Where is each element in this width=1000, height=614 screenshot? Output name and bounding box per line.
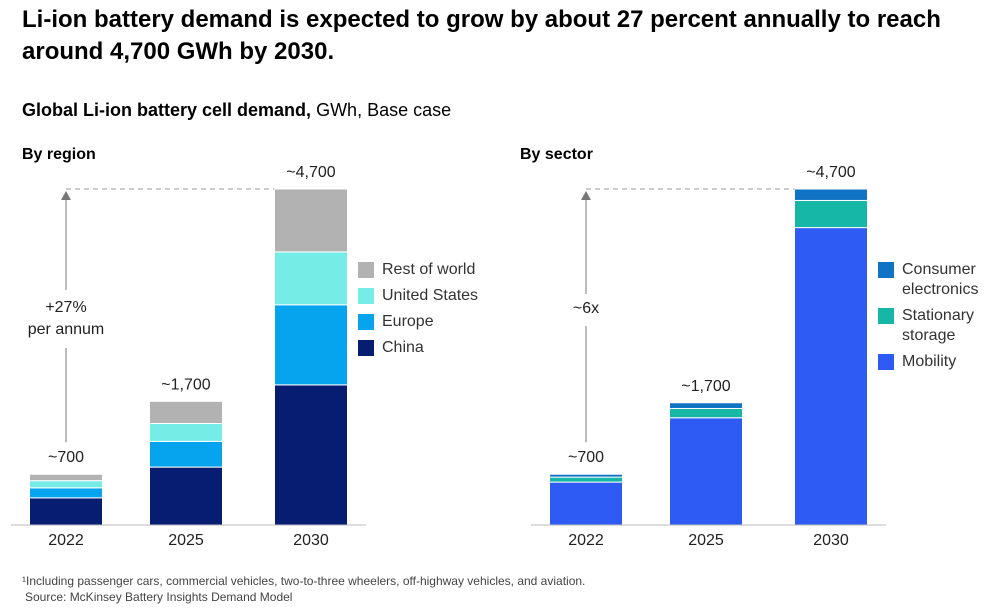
bar-segment xyxy=(274,304,348,386)
bar-segment xyxy=(274,188,348,253)
x-tick-label: 2022 xyxy=(568,532,604,549)
bar-segment xyxy=(549,476,623,483)
x-tick-label: 2025 xyxy=(688,532,724,549)
subtitle-units: GWh, Base case xyxy=(316,100,452,120)
bar-segment xyxy=(794,188,868,201)
legend: Rest of world United States Europe China xyxy=(358,260,498,364)
bar-segment xyxy=(549,473,623,478)
chart-title: By sector xyxy=(520,146,593,163)
arrow-head xyxy=(581,191,591,200)
bar-segment xyxy=(149,466,223,526)
bar-segment xyxy=(149,440,223,468)
legend-label: Rest of world xyxy=(382,261,476,278)
chart-title: By region xyxy=(22,146,96,163)
legend-label: Consumer electronics xyxy=(902,261,979,298)
total-label: ~4,700 xyxy=(806,164,855,181)
bar-segment xyxy=(149,400,223,424)
annotation: +27% per annum xyxy=(16,297,116,341)
total-label: ~1,700 xyxy=(161,376,210,393)
legend-swatch xyxy=(878,262,894,278)
bar-segment xyxy=(274,251,348,306)
x-tick-label: 2025 xyxy=(168,532,204,549)
bar-segment xyxy=(669,402,743,409)
subtitle: Global Li-ion battery cell demand, GWh, … xyxy=(22,100,451,121)
legend-item: Mobility xyxy=(878,352,988,372)
x-tick-label: 2030 xyxy=(293,532,329,549)
legend-swatch xyxy=(358,340,374,356)
legend-item: China xyxy=(358,338,498,358)
total-label: ~700 xyxy=(48,449,84,466)
total-label: ~700 xyxy=(568,449,604,466)
legend: Consumer electronics Stationary storage Mo… xyxy=(878,260,988,378)
legend-label: China xyxy=(382,339,424,356)
legend-swatch xyxy=(358,314,374,330)
source: Source: McKinsey Battery Insights Demand… xyxy=(25,590,293,604)
legend-item: Rest of world xyxy=(358,260,498,280)
bar-segment xyxy=(29,473,103,482)
subtitle-bold: Global Li-ion battery cell demand, xyxy=(22,100,312,120)
legend-label: United States xyxy=(382,287,479,304)
legend-item: United States xyxy=(358,286,498,306)
annotation: ~6x xyxy=(536,298,636,320)
bar-segment xyxy=(669,417,743,526)
bar-segment xyxy=(794,199,868,229)
footnote: ¹Including passenger cars, commercial ve… xyxy=(22,574,586,588)
legend-swatch xyxy=(358,262,374,278)
legend-item: Consumer electronics xyxy=(878,260,988,300)
bar-segment xyxy=(274,384,348,526)
bar-segment xyxy=(669,407,743,419)
legend-swatch xyxy=(878,308,894,324)
bar-segment xyxy=(794,227,868,526)
bar-segment xyxy=(29,480,103,489)
total-label: ~4,700 xyxy=(286,164,335,181)
legend-label: Stationary storage xyxy=(902,307,975,344)
bar-segment xyxy=(29,497,103,526)
arrow-head xyxy=(61,191,71,200)
page-title: Li-ion battery demand is expected to gro… xyxy=(22,6,941,65)
legend-swatch xyxy=(358,288,374,304)
legend-item: Europe xyxy=(358,312,498,332)
legend-label: Europe xyxy=(382,313,434,330)
bar-segment xyxy=(29,487,103,499)
legend-label: Mobility xyxy=(902,353,957,370)
bar-segment xyxy=(549,481,623,526)
total-label: ~1,700 xyxy=(681,378,730,395)
x-tick-label: 2022 xyxy=(48,532,84,549)
legend-item: Stationary storage xyxy=(878,306,988,346)
bar-segment xyxy=(149,422,223,442)
legend-swatch xyxy=(878,354,894,370)
x-tick-label: 2030 xyxy=(813,532,849,549)
